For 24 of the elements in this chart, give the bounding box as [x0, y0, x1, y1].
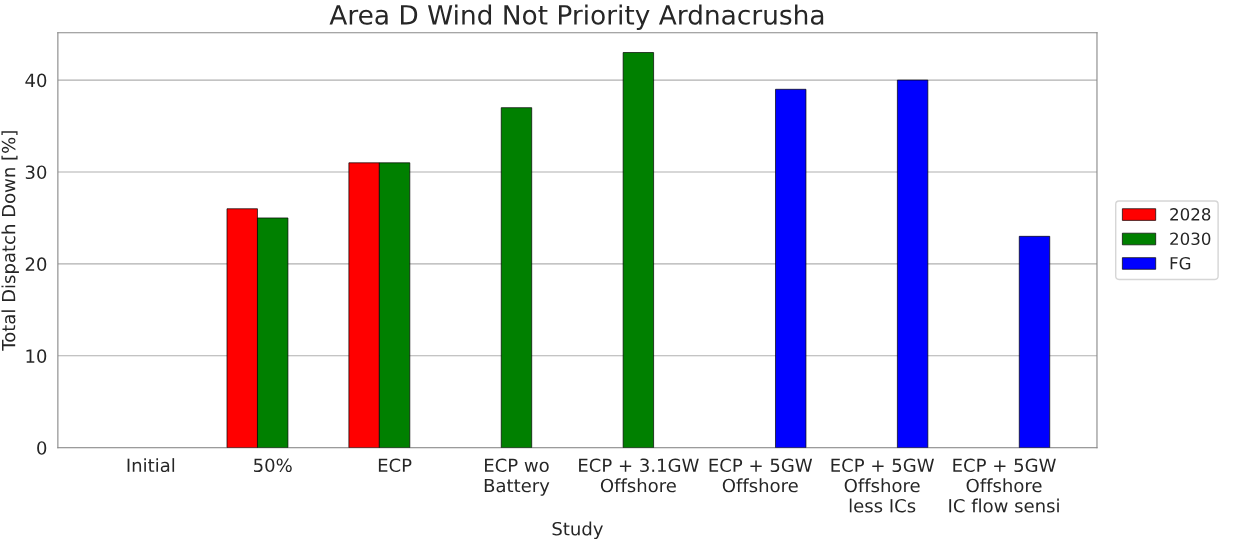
x-tick-label: ECP + 5GW Offshore IC flow sensi: [949, 458, 1059, 513]
bar: [897, 79, 929, 448]
bar: [775, 88, 807, 448]
x-tick-label: ECP + 5GW Offshore: [709, 458, 813, 493]
x-axis-title: Study: [552, 521, 603, 540]
x-tick-label: 50%: [254, 458, 292, 473]
y-tick-label: 10: [26, 349, 47, 363]
x-tick-label: ECP: [378, 458, 412, 473]
legend-label: FG: [1170, 256, 1191, 270]
bar: [1018, 235, 1051, 448]
y-axis-title: Total Dispatch Down [%]: [1, 131, 19, 351]
y-tick-label: 0: [37, 441, 47, 455]
x-tick-label: Initial: [127, 458, 175, 473]
legend-label: 2028: [1170, 208, 1211, 221]
x-tick-label: ECP wo Battery: [484, 458, 550, 496]
x-tick-label: ECP + 3.1GW Offshore: [579, 458, 699, 493]
bar: [500, 107, 533, 448]
y-tick-label: 20: [25, 257, 47, 272]
y-tick-label: 30: [25, 165, 47, 180]
bar: [622, 52, 654, 448]
chart-title: Area D Wind Not Priority Ardnacrusha: [329, 4, 824, 30]
legend-label: 2030: [1170, 232, 1211, 246]
y-tick-label: 40: [25, 73, 47, 88]
x-tick-label: ECP + 5GW Offshore less ICs: [831, 458, 934, 513]
